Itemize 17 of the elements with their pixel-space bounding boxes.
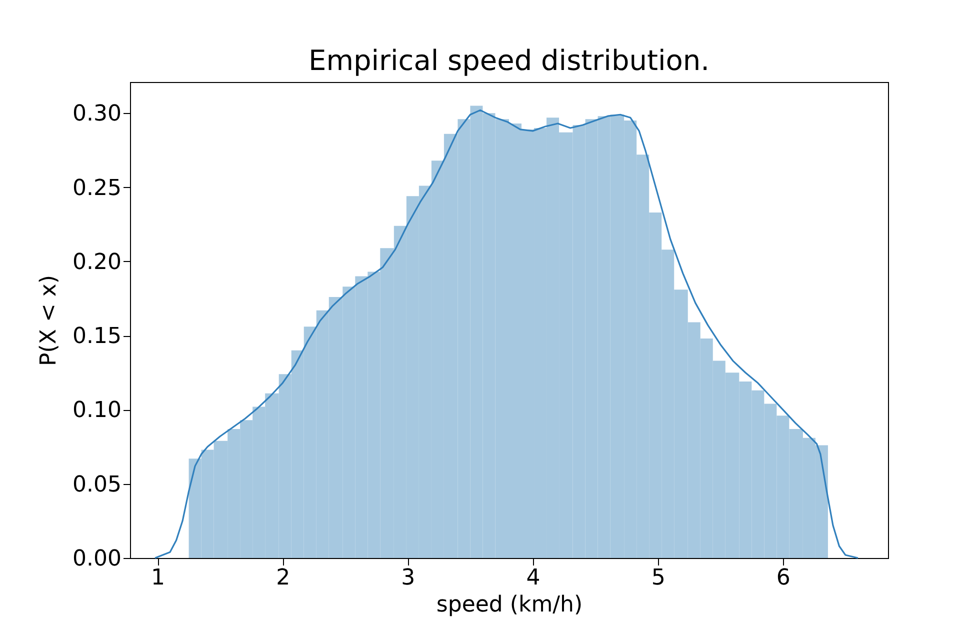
y-tick-label: 0.30 — [72, 102, 122, 127]
chart-title: Empirical speed distribution. — [308, 44, 710, 77]
x-tick-label: 4 — [526, 566, 540, 590]
y-axis-title: P(X < x) — [36, 275, 62, 366]
y-tick-label: 0.10 — [72, 398, 122, 424]
x-tick-label: 5 — [651, 566, 666, 590]
y-tick-label: 0.00 — [72, 546, 122, 572]
x-axis-title: speed (km/h) — [436, 592, 583, 618]
x-tick-label: 6 — [776, 566, 790, 590]
y-tick-label: 0.15 — [72, 324, 122, 350]
x-tick-label: 2 — [276, 566, 290, 590]
line-series — [154, 109, 859, 559]
y-tick-label: 0.20 — [72, 250, 122, 275]
y-tick-label: 0.25 — [72, 176, 122, 201]
x-tick-label: 3 — [401, 566, 416, 590]
x-tick-label: 1 — [151, 566, 166, 590]
y-tick-label: 0.05 — [72, 472, 122, 498]
